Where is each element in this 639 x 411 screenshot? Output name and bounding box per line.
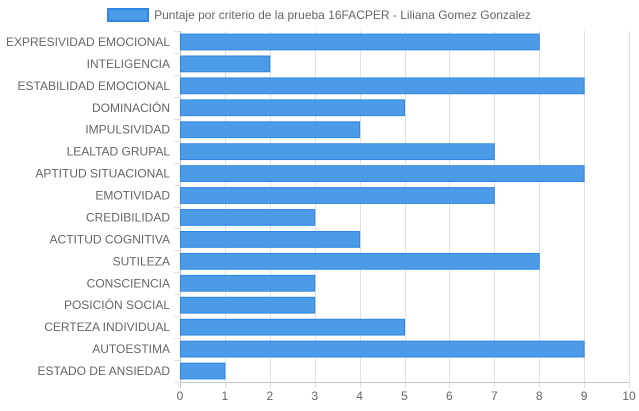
x-tick-label: 5 bbox=[401, 389, 408, 403]
category-label: ACTITUD COGNITIVA bbox=[50, 232, 170, 246]
bars bbox=[180, 33, 585, 380]
category-label: EMOTIVIDAD bbox=[95, 189, 170, 203]
category-label: SUTILEZA bbox=[113, 254, 170, 268]
x-tick-label: 3 bbox=[311, 389, 318, 403]
category-label: CERTEZA INDIVIDUAL bbox=[44, 320, 170, 334]
bar[interactable] bbox=[180, 340, 585, 358]
category-label: ESTABILIDAD EMOCIONAL bbox=[18, 79, 171, 93]
category-label: POSICIÓN SOCIAL bbox=[64, 297, 170, 312]
x-tick-label: 8 bbox=[536, 389, 543, 403]
bar[interactable] bbox=[180, 165, 585, 182]
category-labels: EXPRESIVIDAD EMOCIONAL INTELIGENCIA ESTABI… bbox=[6, 35, 170, 378]
category-label: APTITUD SITUACIONAL bbox=[35, 167, 170, 181]
bar[interactable] bbox=[180, 274, 316, 292]
bar[interactable] bbox=[180, 231, 361, 248]
bar[interactable] bbox=[180, 318, 405, 336]
bar[interactable] bbox=[180, 296, 316, 314]
bar[interactable] bbox=[180, 33, 540, 51]
x-tick-labels: 0 1 2 3 4 5 6 7 8 9 10 bbox=[177, 389, 636, 403]
category-label: CREDIBILIDAD bbox=[86, 210, 170, 224]
bar[interactable] bbox=[180, 99, 405, 117]
category-label: INTELIGENCIA bbox=[87, 57, 170, 71]
x-tick-label: 6 bbox=[446, 389, 453, 403]
bar[interactable] bbox=[180, 209, 316, 226]
category-label: EXPRESIVIDAD EMOCIONAL bbox=[6, 35, 170, 49]
bar[interactable] bbox=[180, 252, 540, 270]
category-label: LEALTAD GRUPAL bbox=[67, 145, 171, 159]
bar[interactable] bbox=[180, 187, 495, 204]
x-tick-label: 2 bbox=[266, 389, 273, 403]
legend-label: Puntaje por criterio de la prueba 16FACP… bbox=[154, 8, 531, 22]
x-tick-label: 1 bbox=[222, 389, 229, 403]
bar[interactable] bbox=[180, 121, 361, 139]
category-label: CONSCIENCIA bbox=[87, 276, 170, 290]
legend-swatch bbox=[107, 8, 150, 22]
x-tick-label: 0 bbox=[177, 389, 184, 403]
x-tick-label: 7 bbox=[491, 389, 498, 403]
category-label: DOMINACIÓN bbox=[92, 100, 170, 115]
category-label: AUTOESTIMA bbox=[92, 342, 170, 356]
bar[interactable] bbox=[180, 77, 585, 95]
x-tick-label: 10 bbox=[622, 389, 636, 403]
axes bbox=[174, 31, 629, 383]
bar[interactable] bbox=[180, 143, 495, 161]
category-label: ESTADO DE ANSIEDAD bbox=[38, 364, 171, 378]
x-tick-label: 4 bbox=[356, 389, 363, 403]
category-label: IMPULSIVIDAD bbox=[85, 123, 170, 137]
x-tick-label: 9 bbox=[581, 389, 588, 403]
legend[interactable]: Puntaje por criterio de la prueba 16FACP… bbox=[107, 8, 531, 22]
bar[interactable] bbox=[180, 55, 271, 73]
bar[interactable] bbox=[180, 362, 226, 380]
